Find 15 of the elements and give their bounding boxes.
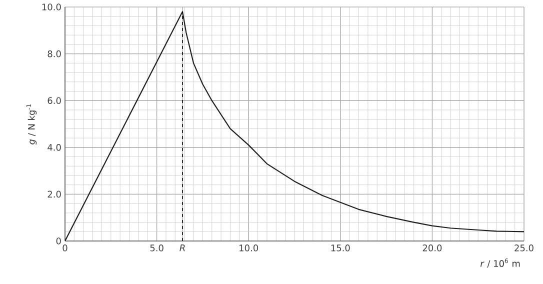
y-tick-label: 6.0 [48,97,61,104]
x-tick-label: 15.0 [331,244,350,252]
x-tick-label: R [180,244,185,252]
x-tick-label: 20.0 [422,244,442,252]
x-tick-label: 0 [62,244,68,252]
x-tick-label: 10.0 [240,244,258,252]
x-axis-title: r / 10$^{6}$ m [480,258,520,268]
y-tick-label: 10.0 [42,4,61,10]
x-tick-label: 5.0 [150,244,164,252]
y-tick-label: 4.0 [48,144,61,151]
y-tick-label: 8.0 [48,50,61,58]
y-tick-label: 2.0 [48,190,61,198]
y-tick-label: 0 [56,238,61,244]
y-axis-title: g / N kg$^{-1}$ [26,104,37,144]
x-tick-label: 25.0 [514,244,534,252]
